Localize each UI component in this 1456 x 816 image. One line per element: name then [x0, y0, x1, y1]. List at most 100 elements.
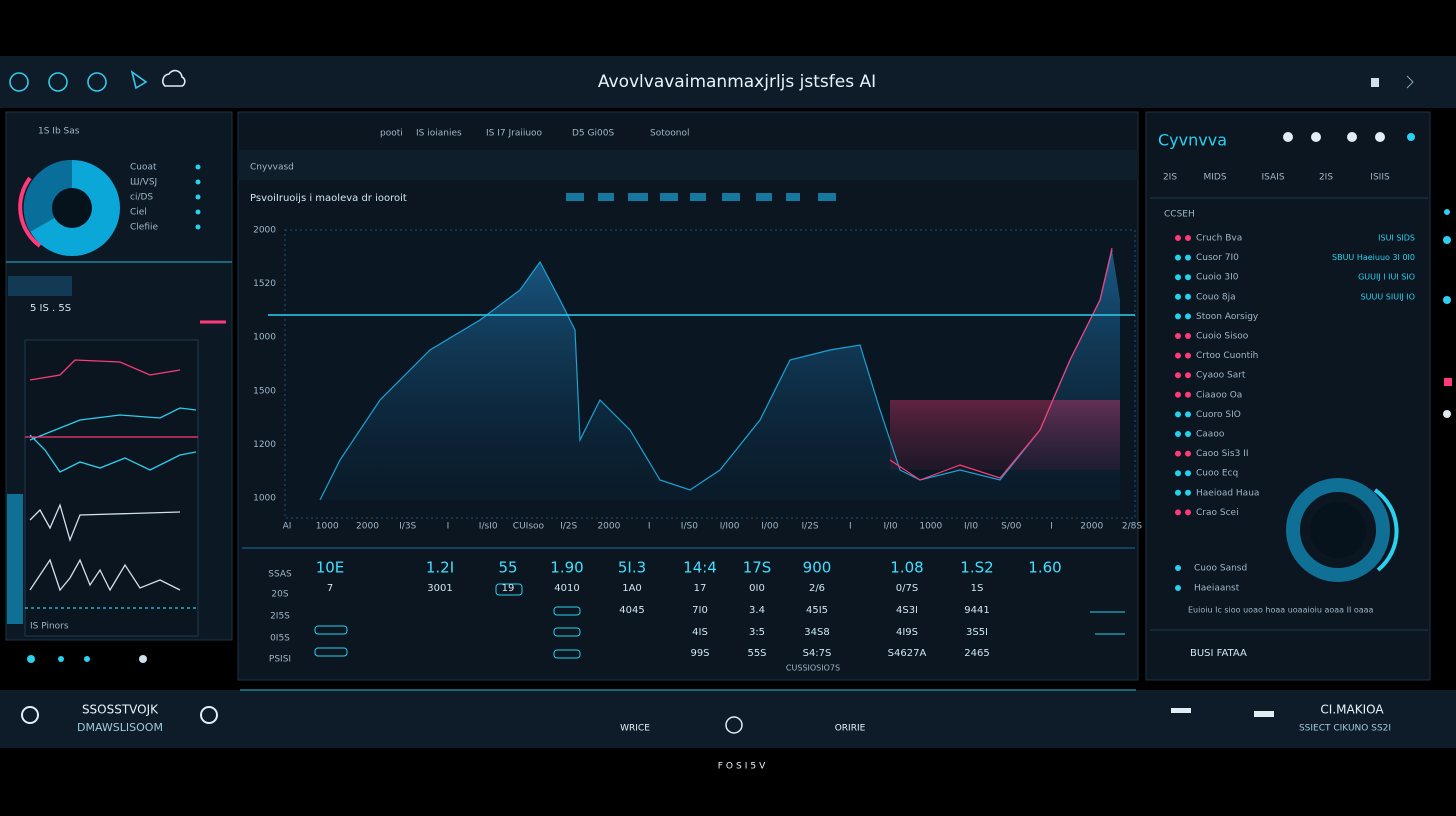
panel-footer: IS Pinors [30, 622, 69, 632]
icon[interactable] [725, 716, 743, 734]
x-label: S/00 [1001, 522, 1021, 532]
icon[interactable] [162, 69, 186, 87]
icon[interactable] [553, 606, 581, 616]
icon[interactable] [200, 706, 218, 724]
tab[interactable]: IS I7 Jraiiuoo [486, 129, 543, 139]
table-cell: 55 [498, 559, 517, 577]
window-controls [1371, 75, 1414, 89]
panel-title: Cyvnvva [1158, 131, 1227, 150]
table-cell: S4627A [888, 648, 927, 659]
tool[interactable] [690, 193, 706, 201]
icon[interactable] [1375, 132, 1385, 142]
icon[interactable] [1283, 132, 1293, 142]
legend-label: Cuoat [130, 163, 157, 173]
chart-title: PsvoiIruoijs i maoleva dr iooroit [250, 193, 407, 204]
icon[interactable] [1347, 132, 1357, 142]
tool[interactable] [660, 193, 678, 201]
icon[interactable] [27, 655, 35, 663]
icon[interactable] [58, 656, 64, 662]
icon[interactable] [48, 72, 68, 92]
control[interactable] [1406, 75, 1414, 89]
table-cell: 4IS [692, 627, 708, 638]
table-cell: 1.90 [550, 559, 583, 577]
x-label: 2000 [597, 522, 620, 532]
icon[interactable] [1444, 378, 1452, 386]
action[interactable]: BUSI FATAA [1190, 648, 1247, 659]
table-cell: 4S3I [896, 605, 918, 616]
tab[interactable]: Sotoonol [650, 129, 689, 139]
stats: 5 IS . 5S [30, 303, 71, 314]
icon[interactable] [1443, 236, 1451, 244]
icon[interactable] [84, 656, 90, 662]
icon[interactable] [314, 625, 348, 635]
icon[interactable] [21, 706, 39, 724]
icon[interactable] [553, 649, 581, 659]
row-label: PSISI [269, 655, 291, 665]
tab[interactable]: WRICE [620, 724, 650, 734]
table-cell: 4I9S [896, 627, 918, 638]
tool[interactable] [722, 193, 740, 201]
header-icons [9, 69, 186, 92]
tab[interactable]: ORIRIE [835, 724, 866, 734]
icon[interactable] [553, 627, 581, 637]
item-name: Haeioad Haua [1196, 488, 1259, 498]
item-value: GUUIJ I IUI SIO [1358, 273, 1415, 282]
status-dot [1175, 293, 1181, 300]
icon[interactable] [9, 72, 29, 92]
table-cell: 19 [502, 583, 515, 594]
status-dot [1185, 431, 1191, 437]
status-dot [1185, 509, 1191, 516]
table-cell: 900 [803, 559, 832, 577]
tab[interactable]: pooti [380, 129, 403, 139]
price-area [320, 250, 1120, 500]
status-dot [1175, 431, 1181, 437]
icon[interactable] [1444, 209, 1450, 215]
tab[interactable]: D5 Gi00S [572, 129, 614, 139]
legend-label: Clefiie [130, 223, 158, 233]
tool[interactable] [818, 193, 836, 201]
legend-dot [195, 209, 201, 215]
control[interactable] [1371, 78, 1379, 87]
icon[interactable] [495, 583, 523, 596]
icon[interactable] [1254, 711, 1274, 717]
status-dot [1185, 254, 1191, 261]
icon[interactable] [1171, 708, 1191, 713]
y-label: 1200 [253, 440, 276, 450]
y-label: 1000 [253, 494, 276, 504]
table-cell: 7 [327, 583, 333, 594]
table-cell: 14:4 [683, 559, 717, 577]
x-label: CUIsoo [513, 522, 545, 532]
item-name: Caoo Sis3 II [1196, 449, 1248, 459]
status-dot [1175, 333, 1181, 339]
donut-accent [18, 176, 42, 248]
icon[interactable] [1443, 410, 1451, 418]
status-dot [1175, 274, 1181, 281]
status-dot [1185, 333, 1191, 339]
table-cell: 34S8 [804, 627, 829, 638]
status-dot [1185, 274, 1191, 281]
tool[interactable] [628, 193, 648, 201]
highlight-zone [890, 400, 1120, 470]
icon[interactable] [314, 647, 348, 657]
icon[interactable] [1407, 133, 1415, 141]
icon[interactable] [1443, 296, 1451, 304]
icon[interactable] [87, 72, 107, 92]
y-label: 1000 [253, 333, 276, 343]
status-dot [1185, 293, 1191, 300]
tab[interactable]: IS ioianies [416, 129, 462, 139]
x-label: I/3S [399, 522, 416, 532]
item-value: SUUU SIUIJ IO [1361, 292, 1415, 301]
tab[interactable] [8, 276, 72, 296]
item-name: Ciaaoo Oa [1196, 390, 1242, 400]
tool[interactable] [598, 193, 614, 201]
status-dot [1185, 489, 1191, 496]
price-line [319, 249, 1113, 501]
icon[interactable] [139, 655, 147, 663]
icon[interactable] [1311, 132, 1321, 142]
tool[interactable] [756, 193, 772, 201]
status-dot [1175, 391, 1181, 398]
tool[interactable] [786, 193, 800, 201]
item-name: Crao Scei [1196, 508, 1239, 518]
tool[interactable] [566, 193, 584, 201]
icon[interactable] [130, 70, 148, 90]
